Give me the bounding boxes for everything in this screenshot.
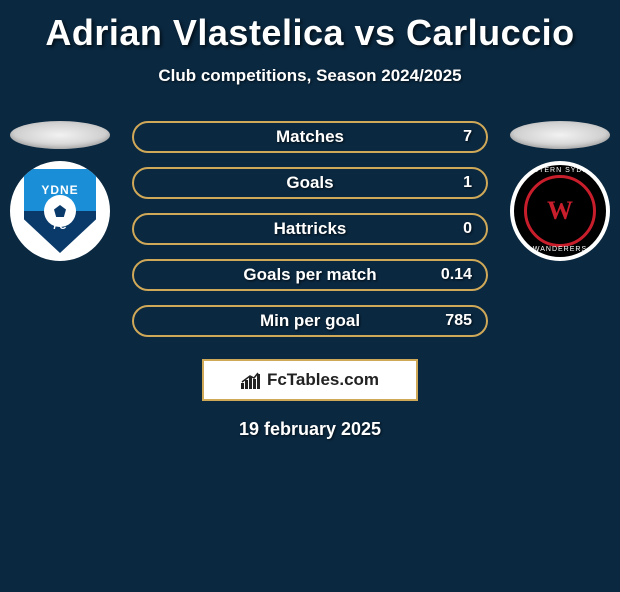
brand-box: FcTables.com [202,359,418,401]
right-club-monogram: W [547,196,573,226]
stat-label: Matches [276,127,344,147]
stat-right-value: 7 [463,128,472,146]
stat-label: Min per goal [260,311,360,331]
stats-column: Matches 7 Goals 1 Hattricks 0 Goals per … [110,121,510,351]
right-club-inner-ring: W [524,175,596,247]
date-line: 19 february 2025 [0,419,620,440]
brand-text: FcTables.com [267,370,379,390]
right-club-ring-bottom: WANDERERS [514,246,606,253]
left-club-fc: FC [10,221,110,232]
stat-right-value: 785 [445,312,472,330]
stat-right-value: 1 [463,174,472,192]
stat-label: Goals per match [243,265,376,285]
subtitle: Club competitions, Season 2024/2025 [0,66,620,86]
stat-row-hattricks: Hattricks 0 [132,213,488,245]
stat-row-goals: Goals 1 [132,167,488,199]
right-club-logo: WESTERN SYDNEY W WANDERERS [510,161,610,261]
stat-row-goals-per-match: Goals per match 0.14 [132,259,488,291]
stat-right-value: 0.14 [441,266,472,284]
left-player-column: YDNE FC [10,121,110,261]
player-base-right [510,121,610,149]
player-base-left [10,121,110,149]
left-club-logo: YDNE FC [10,161,110,261]
content-row: YDNE FC Matches 7 Goals 1 Hattricks 0 Go… [0,121,620,351]
stat-right-value: 0 [463,220,472,238]
page-title: Adrian Vlastelica vs Carluccio [0,12,620,54]
bar-chart-icon [241,371,263,389]
right-club-ring-top: WESTERN SYDNEY [514,167,606,174]
stat-row-matches: Matches 7 [132,121,488,153]
stat-row-min-per-goal: Min per goal 785 [132,305,488,337]
right-player-column: WESTERN SYDNEY W WANDERERS [510,121,610,261]
stat-label: Goals [286,173,333,193]
stat-label: Hattricks [274,219,347,239]
